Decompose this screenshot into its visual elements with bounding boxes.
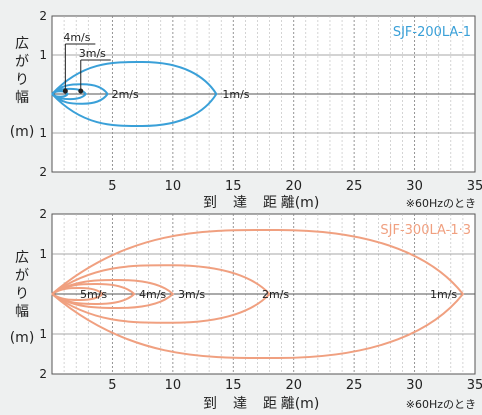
- y-axis-unit: (m): [10, 124, 35, 140]
- x-tick-label: 35: [467, 179, 482, 194]
- y-axis-unit: (m): [10, 330, 35, 346]
- series-label: 4m/s: [139, 288, 166, 301]
- x-tick-label: 25: [346, 179, 363, 194]
- y-axis-label-char: が: [15, 268, 29, 284]
- x-axis-label-char: 到: [203, 396, 217, 412]
- callout-dot: [62, 88, 68, 94]
- x-tick-label: 10: [165, 378, 182, 393]
- y-tick-label: 2: [39, 9, 47, 23]
- y-axis-label-char: り: [15, 286, 29, 302]
- x-axis-label-char: 距: [263, 195, 277, 211]
- series-curve: [51, 282, 136, 306]
- x-axis-label-char: 達: [233, 195, 247, 211]
- y-tick-label: 2: [39, 207, 47, 221]
- series-label: 1m/s: [222, 88, 249, 101]
- y-tick-label: 1: [39, 247, 47, 261]
- series-curve: [51, 90, 69, 98]
- y-tick-label: 2: [39, 165, 47, 179]
- x-tick-label: 35: [467, 378, 482, 393]
- x-axis-label-char: 距: [263, 396, 277, 412]
- y-tick-label: 1: [39, 327, 47, 341]
- y-axis-label-char: り: [15, 72, 29, 88]
- y-axis-label-char: 幅: [15, 90, 29, 106]
- x-tick-label: 5: [108, 179, 116, 194]
- y-axis-label-char: 広: [15, 36, 29, 52]
- y-axis-label-char: が: [15, 54, 29, 70]
- x-axis-label-char: 離(m): [281, 194, 320, 211]
- y-tick-label: 1: [39, 48, 47, 62]
- series-curve: [51, 264, 271, 324]
- chart-title: SJF-200LA-1: [393, 25, 471, 40]
- series-curve: [51, 286, 105, 302]
- x-tick-label: 5: [108, 378, 116, 393]
- series-label: 4m/s: [63, 31, 90, 44]
- y-tick-label: 2: [39, 367, 47, 381]
- series-label: 2m/s: [262, 288, 289, 301]
- series-curve: [51, 228, 465, 360]
- x-axis-label-char: 達: [233, 396, 247, 412]
- series-label: 3m/s: [79, 47, 106, 60]
- x-axis-label-char: 到: [203, 195, 217, 211]
- callout-dot: [78, 88, 84, 94]
- series-curve: [51, 83, 109, 105]
- x-tick-label: 15: [225, 179, 242, 194]
- series-label: 3m/s: [178, 288, 205, 301]
- series-label: 5m/s: [80, 288, 107, 301]
- x-tick-label: 30: [406, 179, 423, 194]
- x-axis-label-char: 離(m): [281, 395, 320, 412]
- y-tick-label: 1: [39, 126, 47, 140]
- x-tick-label: 30: [406, 378, 423, 393]
- y-axis-label-char: 広: [15, 250, 29, 266]
- series-curve: [51, 278, 175, 310]
- chart-title: SJF-300LA-1·3: [380, 223, 471, 238]
- series-label: 2m/s: [112, 88, 139, 101]
- frequency-note: ※60Hzのとき: [406, 197, 476, 210]
- y-axis-label-char: 幅: [15, 304, 29, 320]
- x-tick-label: 15: [225, 378, 242, 393]
- series-label: 1m/s: [430, 288, 457, 301]
- x-tick-label: 20: [285, 179, 302, 194]
- x-tick-label: 20: [285, 378, 302, 393]
- x-tick-label: 10: [165, 179, 182, 194]
- frequency-note: ※60Hzのとき: [406, 398, 476, 411]
- x-tick-label: 25: [346, 378, 363, 393]
- series-curve: [51, 61, 218, 127]
